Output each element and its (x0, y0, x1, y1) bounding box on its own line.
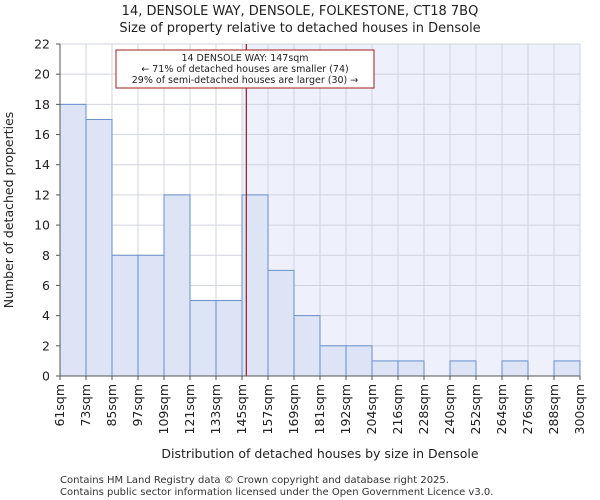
x-tick-label-73sqm: 73sqm (78, 384, 93, 427)
chart-subtitle: Size of property relative to detached ho… (119, 21, 480, 36)
x-tick-label-228sqm: 228sqm (416, 384, 431, 434)
annotation-line-1: 14 DENSOLE WAY: 147sqm (181, 53, 308, 64)
bar-109sqm (163, 194, 191, 377)
x-tick-label-85sqm: 85sqm (104, 384, 119, 427)
y-tick-label-4: 4 (42, 308, 50, 323)
x-tick-label-204sqm: 204sqm (364, 384, 379, 434)
y-tick-label-16: 16 (34, 127, 50, 142)
x-tick-label-264sqm: 264sqm (494, 384, 509, 434)
chart-title: 14, DENSOLE WAY, DENSOLE, FOLKESTONE, CT… (122, 4, 479, 19)
y-axis-label: Number of detached properties (1, 112, 16, 309)
y-tick-label-10: 10 (34, 218, 50, 233)
y-tick-label-0: 0 (42, 369, 50, 384)
y-tick-label-22: 22 (34, 37, 50, 52)
x-tick-label-288sqm: 288sqm (546, 384, 561, 434)
bar-288sqm (553, 360, 581, 377)
y-tick-label-12: 12 (34, 187, 50, 202)
y-tick-label-20: 20 (34, 67, 50, 82)
bar-216sqm (397, 360, 425, 377)
plot-area: 0 2 4 6 8 10 12 14 16 18 20 22 61sqm 73sqm 85sqm 97sqm 1… (34, 37, 587, 435)
footer-line-2: Contains public sector information licen… (60, 487, 493, 498)
x-tick-label-276sqm: 276sqm (520, 384, 535, 434)
y-tick-label-2: 2 (42, 338, 50, 353)
y-tick-label-18: 18 (34, 97, 50, 112)
x-tick-label-145sqm: 145sqm (234, 384, 249, 434)
x-tick-label-157sqm: 157sqm (260, 384, 275, 434)
x-tick-label-97sqm: 97sqm (130, 384, 145, 427)
bar-264sqm (501, 360, 529, 377)
bar-204sqm (371, 360, 399, 377)
y-tick-label-6: 6 (42, 278, 50, 293)
x-axis-label: Distribution of detached houses by size … (161, 446, 478, 461)
annotation-box (115, 49, 375, 89)
bar-61sqm (59, 103, 87, 377)
x-tick-label-109sqm: 109sqm (156, 384, 171, 434)
x-tick-label-240sqm: 240sqm (442, 384, 457, 434)
footer-line-1: Contains HM Land Registry data © Crown c… (60, 475, 449, 486)
x-tick-label-133sqm: 133sqm (208, 384, 223, 434)
bar-97sqm (137, 254, 165, 377)
bar-192sqm (345, 345, 373, 377)
x-tick-label-121sqm: 121sqm (182, 384, 197, 434)
x-tick-label-300sqm: 300sqm (572, 384, 587, 434)
annotation-line-3: 29% of semi-detached houses are larger (… (132, 75, 359, 86)
bar-85sqm (111, 254, 139, 377)
x-tick-label-252sqm: 252sqm (468, 384, 483, 434)
bar-133sqm (215, 300, 243, 377)
y-tick-label-8: 8 (42, 248, 50, 263)
x-tick-label-181sqm: 181sqm (312, 384, 327, 434)
bar-240sqm (449, 360, 477, 377)
bar-169sqm (293, 315, 321, 377)
x-tick-label-192sqm: 192sqm (338, 384, 353, 434)
bar-157sqm (267, 269, 295, 377)
bar-73sqm (85, 118, 113, 377)
x-tick-label-61sqm: 61sqm (52, 384, 67, 427)
y-tick-label-14: 14 (34, 157, 50, 172)
x-tick-label-169sqm: 169sqm (286, 384, 301, 434)
x-tick-label-216sqm: 216sqm (390, 384, 405, 434)
bar-181sqm (319, 345, 347, 377)
annotation-line-2: ← 71% of detached houses are smaller (74… (141, 64, 348, 75)
bar-121sqm (189, 300, 217, 377)
